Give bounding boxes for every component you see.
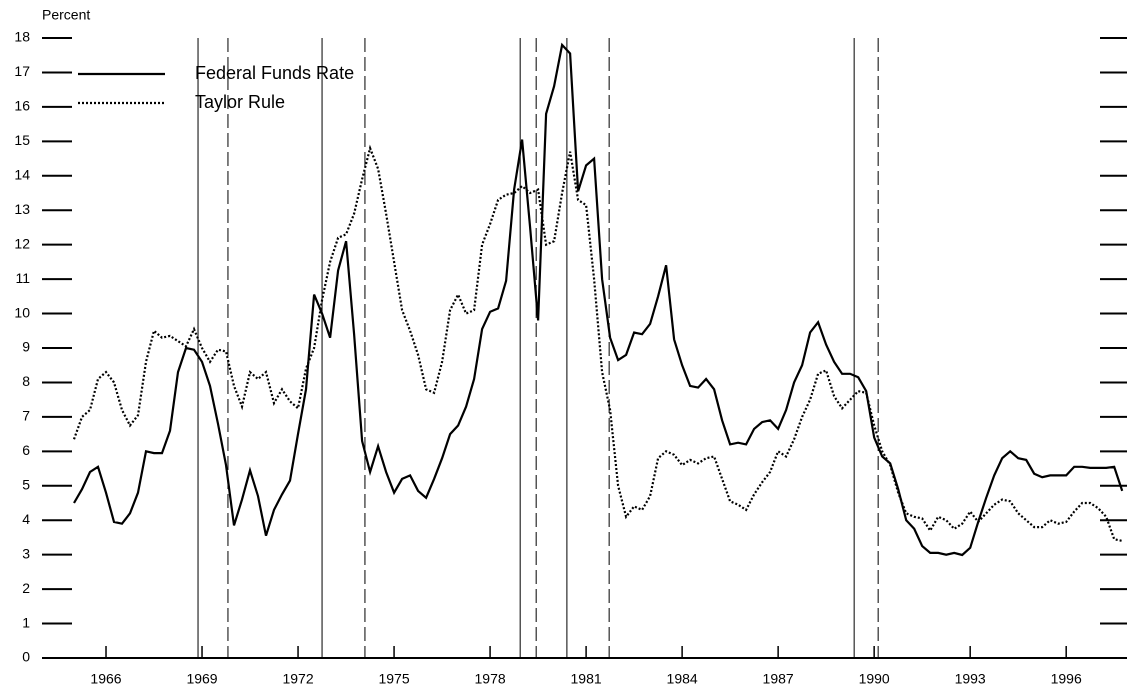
x-tick-label: 1981 <box>571 671 602 687</box>
x-tick-label: 1972 <box>282 671 313 687</box>
series-line <box>72 144 1123 542</box>
y-tick-label: 15 <box>14 132 30 148</box>
y-tick-label: 11 <box>15 270 30 286</box>
y-tick-label: 14 <box>14 166 30 182</box>
legend-label: Taylor Rule <box>195 92 285 112</box>
y-tick-label: 17 <box>14 63 30 79</box>
legend-label: Federal Funds Rate <box>195 63 354 83</box>
y-tick-label: 6 <box>22 442 30 458</box>
y-tick-label: 13 <box>14 201 30 217</box>
y-tick-label: 3 <box>22 545 30 561</box>
y-tick-label: 8 <box>22 373 30 389</box>
x-tick-label: 1990 <box>859 671 890 687</box>
y-tick-label: 16 <box>14 98 30 114</box>
y-axis-label: Percent <box>42 7 90 23</box>
y-tick-label: 4 <box>22 511 30 527</box>
x-tick-label: 1966 <box>90 671 121 687</box>
x-tick-label: 1984 <box>667 671 698 687</box>
x-tick-label: 1996 <box>1051 671 1082 687</box>
x-tick-label: 1978 <box>475 671 506 687</box>
series-line <box>73 42 1124 557</box>
y-tick-label: 9 <box>22 339 30 355</box>
x-tick-label: 1969 <box>186 671 217 687</box>
x-tick-label: 1975 <box>378 671 409 687</box>
y-tick-label: 18 <box>14 29 30 45</box>
x-tick-label: 1987 <box>763 671 794 687</box>
y-tick-label: 12 <box>14 235 30 251</box>
y-tick-label: 0 <box>22 649 30 665</box>
y-tick-label: 1 <box>22 614 30 630</box>
y-tick-label: 5 <box>22 476 30 492</box>
x-tick-label: 1993 <box>955 671 986 687</box>
y-tick-label: 2 <box>22 580 30 596</box>
y-tick-label: 10 <box>14 304 30 320</box>
y-tick-label: 7 <box>22 408 30 424</box>
